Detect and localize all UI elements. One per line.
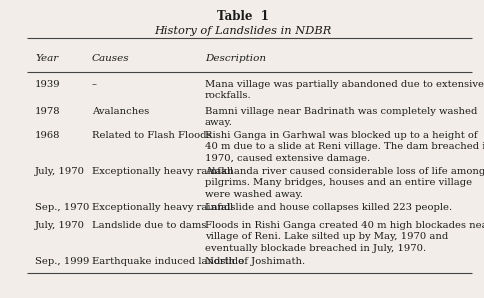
Text: Bamni village near Badrinath was completely washed
away.: Bamni village near Badrinath was complet…	[205, 107, 476, 128]
Text: 1939: 1939	[35, 80, 60, 89]
Text: History of Landslides in NDBR: History of Landslides in NDBR	[153, 26, 331, 36]
Text: Alaknanda river caused considerable loss of life among
pilgrims. Many bridges, h: Alaknanda river caused considerable loss…	[205, 167, 484, 199]
Text: Table  1: Table 1	[216, 10, 268, 23]
Text: Landslide due to dams: Landslide due to dams	[92, 221, 206, 230]
Text: Exceptionally heavy rainfall: Exceptionally heavy rainfall	[92, 203, 233, 212]
Text: Sep., 1970: Sep., 1970	[35, 203, 89, 212]
Text: Exceptionally heavy rainfall: Exceptionally heavy rainfall	[92, 167, 233, 176]
Text: Rishi Ganga in Garhwal was blocked up to a height of
40 m due to a slide at Reni: Rishi Ganga in Garhwal was blocked up to…	[205, 131, 484, 163]
Text: July, 1970: July, 1970	[35, 221, 85, 230]
Text: Floods in Rishi Ganga created 40 m high blockades near
village of Reni. Lake sil: Floods in Rishi Ganga created 40 m high …	[205, 221, 484, 253]
Text: Mana village was partially abandoned due to extensive
rockfalls.: Mana village was partially abandoned due…	[205, 80, 483, 100]
Text: –: –	[92, 80, 97, 89]
Text: 1968: 1968	[35, 131, 60, 140]
Text: July, 1970: July, 1970	[35, 167, 85, 176]
Text: North of Joshimath.: North of Joshimath.	[205, 257, 304, 266]
Text: Description: Description	[205, 54, 265, 63]
Text: Sep., 1999: Sep., 1999	[35, 257, 89, 266]
Text: Earthquake induced landslide: Earthquake induced landslide	[92, 257, 243, 266]
Text: Avalanches: Avalanches	[92, 107, 149, 116]
Text: Year: Year	[35, 54, 58, 63]
Text: Causes: Causes	[92, 54, 129, 63]
Text: 1978: 1978	[35, 107, 60, 116]
Text: Landslide and house collapses killed 223 people.: Landslide and house collapses killed 223…	[205, 203, 451, 212]
Text: Related to Flash Floods: Related to Flash Floods	[92, 131, 211, 140]
